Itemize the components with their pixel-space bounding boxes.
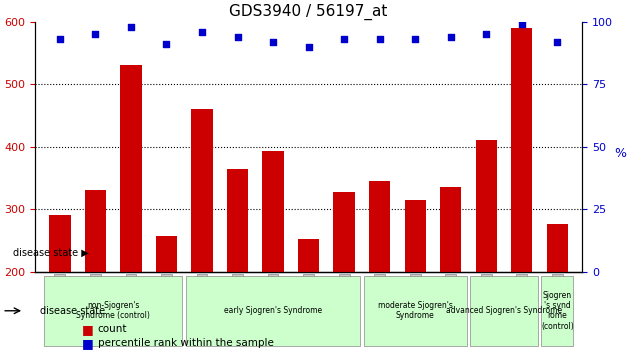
Bar — [511, 28, 532, 354]
Text: ■: ■ — [82, 323, 94, 336]
Bar — [404, 200, 426, 354]
Point — [517, 21, 527, 27]
Bar — [156, 236, 177, 354]
Point — [55, 36, 65, 42]
FancyBboxPatch shape — [364, 276, 467, 346]
Point — [553, 39, 563, 45]
Point — [481, 32, 491, 37]
Bar — [49, 216, 71, 354]
Point — [339, 36, 349, 42]
Point — [375, 36, 385, 42]
Bar — [192, 109, 213, 354]
Point — [304, 44, 314, 50]
Text: early Sjogren's Syndrome: early Sjogren's Syndrome — [224, 306, 322, 315]
Point — [445, 34, 455, 40]
Point — [232, 34, 243, 40]
FancyBboxPatch shape — [186, 276, 360, 346]
Point — [90, 32, 100, 37]
Text: non-Sjogren's
Syndrome (control): non-Sjogren's Syndrome (control) — [76, 301, 150, 320]
Bar — [120, 65, 142, 354]
Bar — [298, 239, 319, 354]
Text: count: count — [98, 324, 127, 334]
Text: advanced Sjogren's Syndrome: advanced Sjogren's Syndrome — [446, 306, 562, 315]
Text: Sjogren
's synd
rome
(control): Sjogren 's synd rome (control) — [541, 291, 574, 331]
Bar — [440, 187, 461, 354]
Bar — [263, 151, 284, 354]
Title: GDS3940 / 56197_at: GDS3940 / 56197_at — [229, 4, 388, 21]
Text: percentile rank within the sample: percentile rank within the sample — [98, 338, 273, 348]
Bar — [85, 190, 106, 354]
Point — [161, 41, 171, 47]
Text: ■: ■ — [82, 337, 94, 350]
Bar — [227, 169, 248, 354]
FancyBboxPatch shape — [470, 276, 538, 346]
Text: disease state: disease state — [40, 306, 106, 316]
Bar — [369, 181, 391, 354]
Bar — [476, 141, 497, 354]
Point — [126, 24, 136, 29]
Point — [410, 36, 420, 42]
Y-axis label: %: % — [614, 147, 626, 160]
Point — [268, 39, 278, 45]
Point — [197, 29, 207, 35]
Text: moderate Sjogren's
Syndrome: moderate Sjogren's Syndrome — [378, 301, 452, 320]
Bar — [333, 192, 355, 354]
FancyBboxPatch shape — [541, 276, 573, 346]
FancyBboxPatch shape — [44, 276, 183, 346]
Text: disease state ▶: disease state ▶ — [13, 248, 88, 258]
Bar — [547, 224, 568, 354]
